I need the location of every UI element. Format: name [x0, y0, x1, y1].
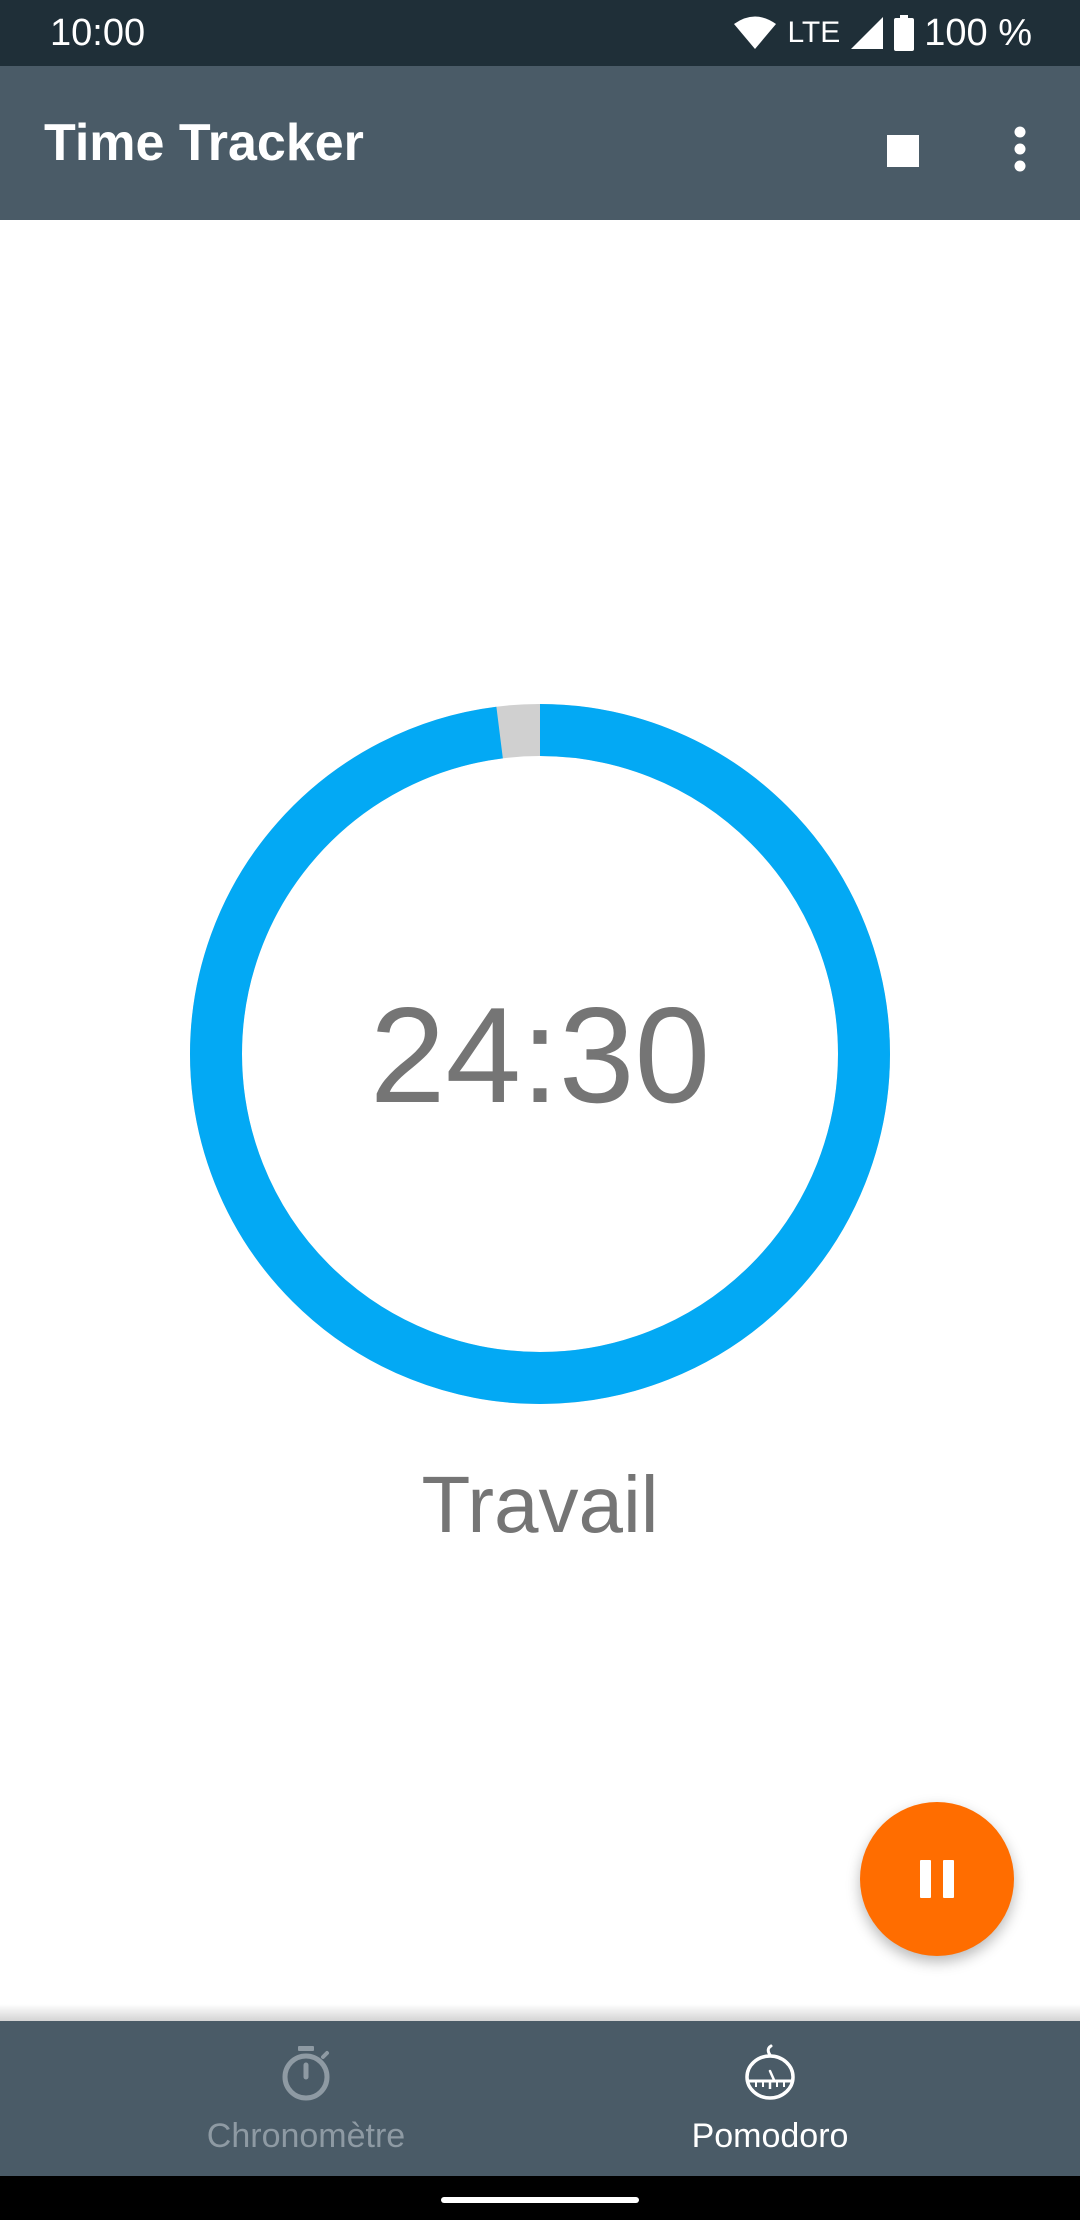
network-type: LTE [787, 16, 841, 49]
timer-progress-ring [190, 704, 890, 1404]
system-navigation-bar [0, 2176, 1080, 2220]
battery-percentage: 100 % [924, 11, 1032, 54]
tomato-timer-icon [740, 2043, 800, 2103]
session-label: Travail [421, 1460, 659, 1549]
wifi-icon [733, 15, 777, 51]
status-indicators: LTE 100 % [733, 10, 1032, 56]
nav-item-chronometre[interactable]: Chronomètre [36, 2021, 576, 2176]
status-bar: 10:00 LTE 100 % [0, 0, 1080, 66]
app-title: Time Tracker [44, 114, 364, 172]
home-gesture-handle[interactable] [441, 2197, 639, 2203]
stop-button[interactable] [868, 116, 938, 186]
cell-signal-icon [850, 16, 884, 50]
pause-button[interactable] [860, 1802, 1014, 1956]
ring-progress [190, 704, 890, 1404]
status-time: 10:00 [50, 12, 146, 54]
app-bar: Time Tracker [0, 66, 1080, 220]
stop-icon [887, 135, 919, 167]
nav-label-chronometre: Chronomètre [206, 2117, 406, 2155]
bottom-navigation: Chronomètre Pomodoro [0, 2021, 1080, 2176]
timer-value: 24:30 [369, 979, 711, 1131]
nav-label-pomodoro: Pomodoro [691, 2117, 849, 2155]
stopwatch-icon [276, 2043, 336, 2103]
pause-icon [920, 1860, 954, 1898]
more-options-button[interactable] [985, 114, 1055, 188]
nav-item-pomodoro[interactable]: Pomodoro [500, 2021, 1040, 2176]
bottom-nav-shadow [0, 2004, 1080, 2022]
battery-icon [894, 15, 915, 51]
more-vert-icon [1012, 126, 1028, 177]
